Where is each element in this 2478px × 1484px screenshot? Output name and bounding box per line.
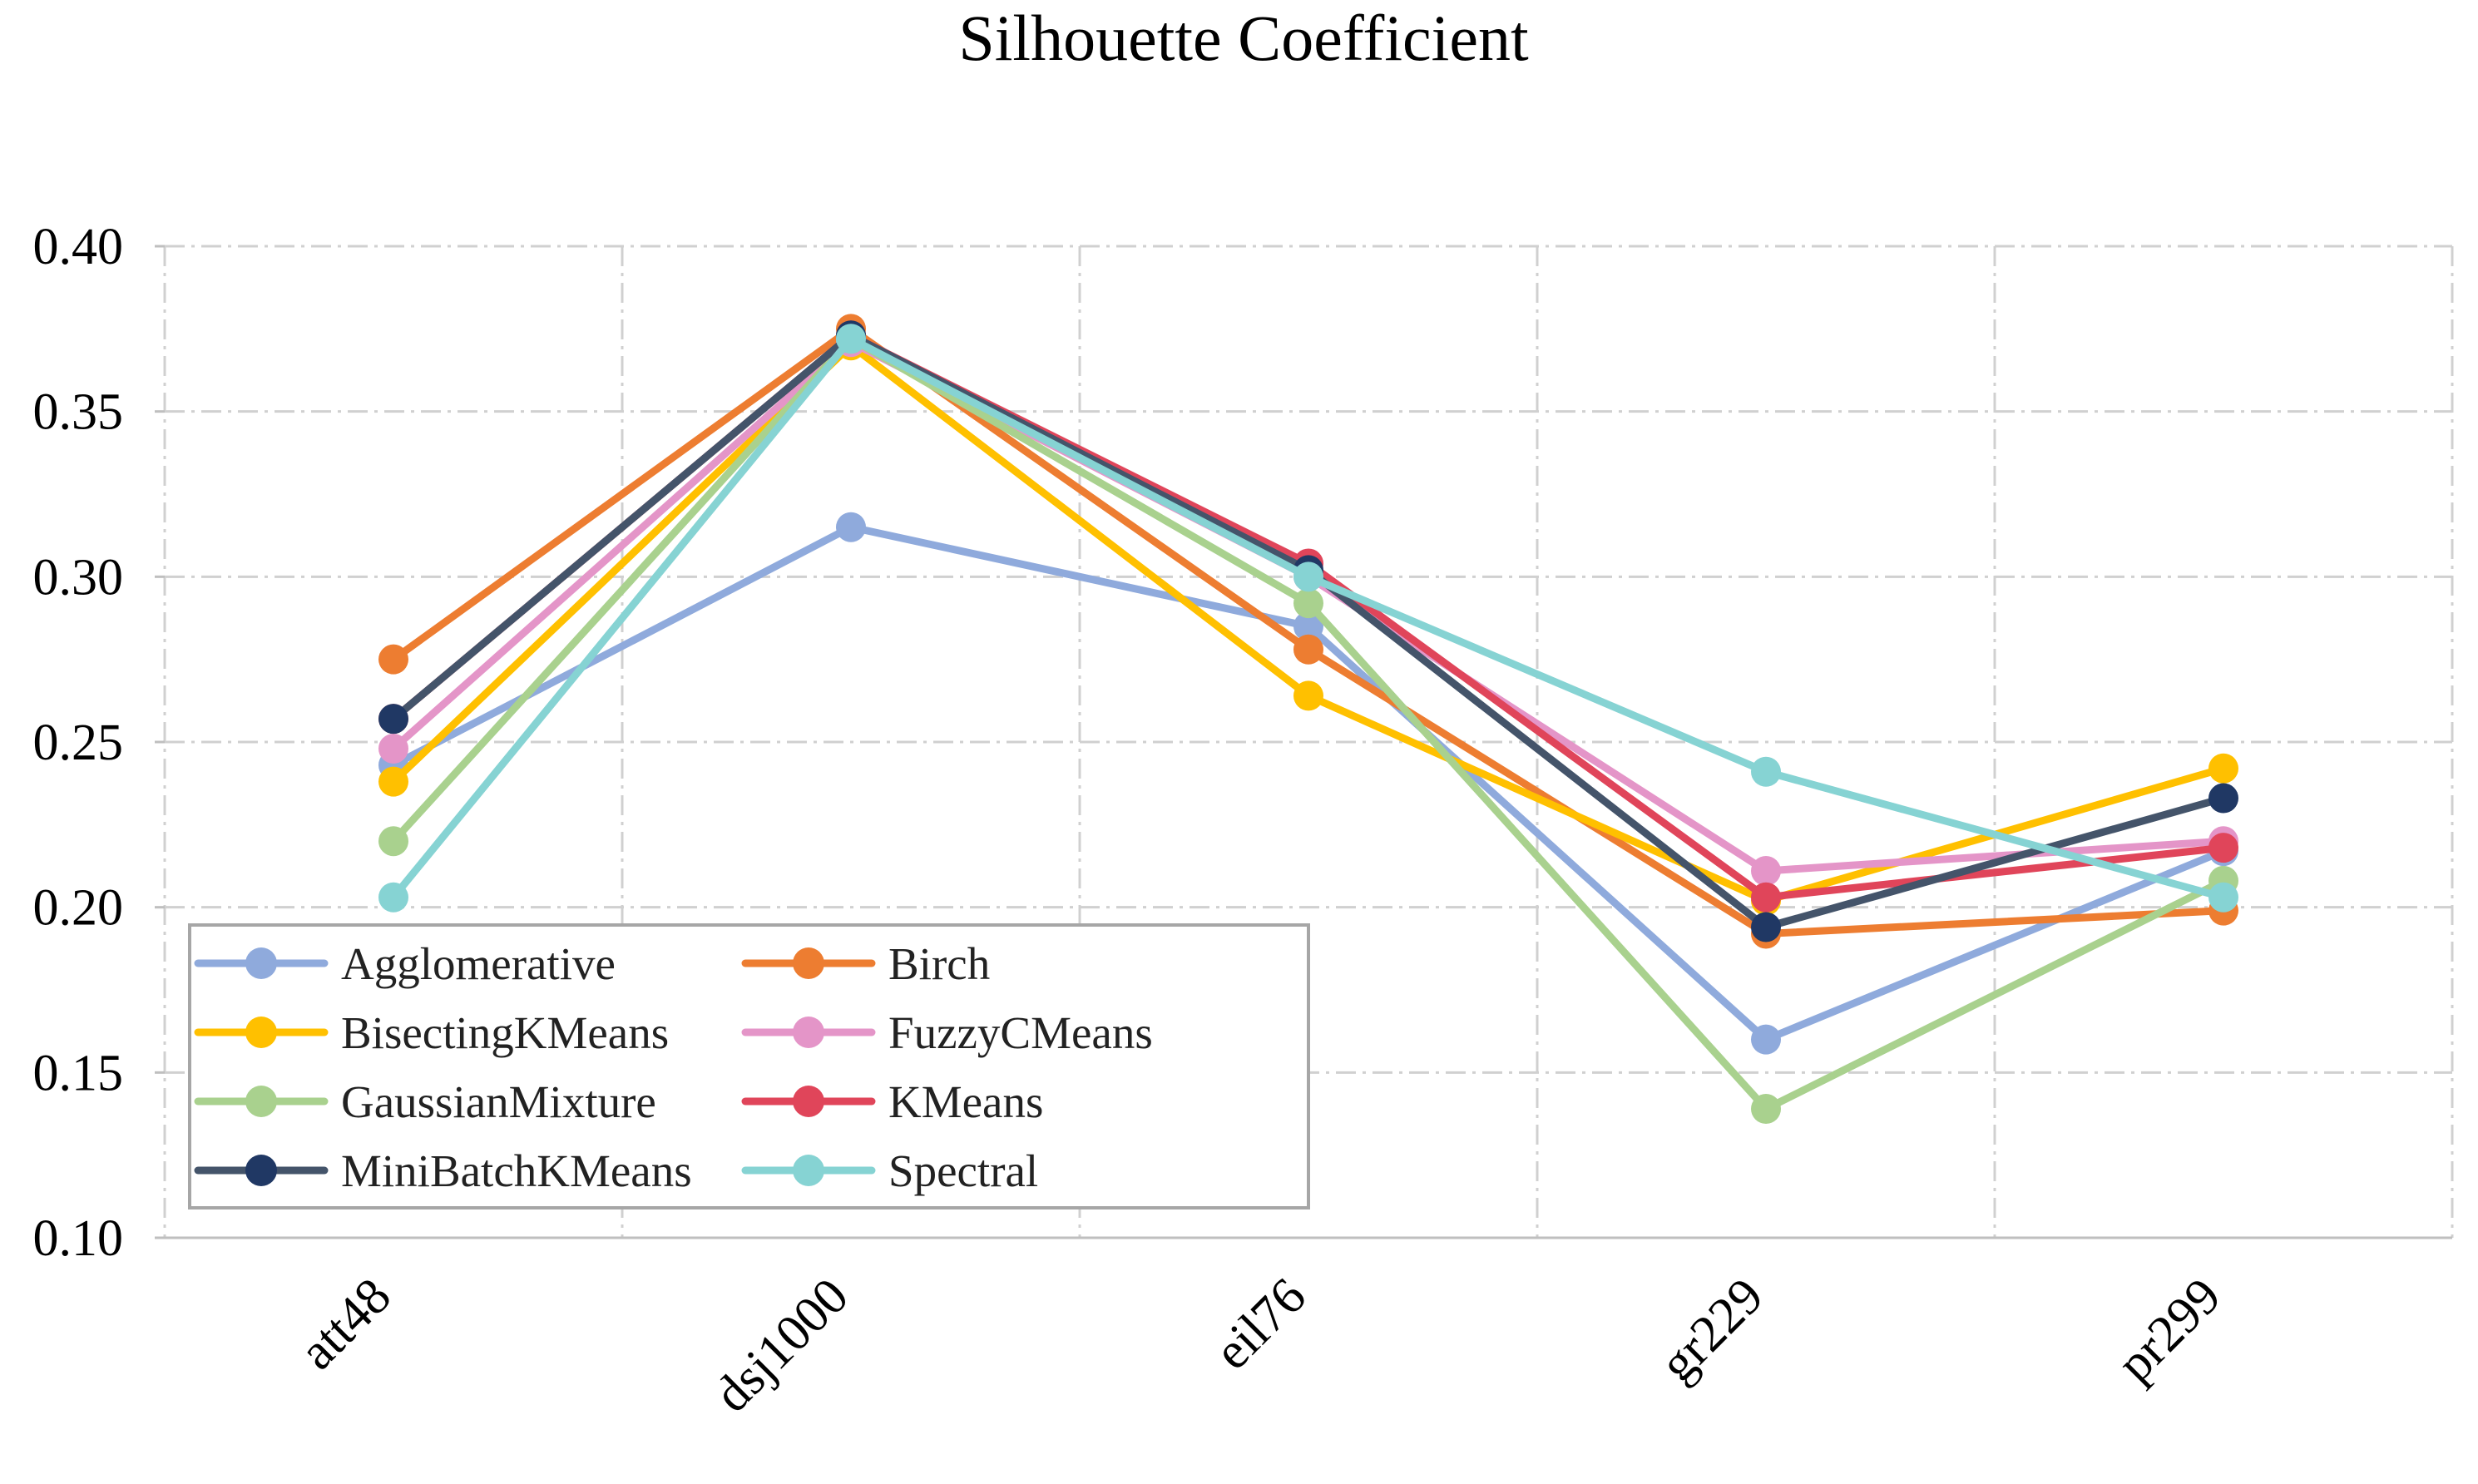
data-point — [378, 826, 408, 857]
data-point — [1293, 588, 1323, 619]
y-tick-label: 0.30 — [33, 549, 124, 606]
legend-swatch-marker — [245, 947, 277, 979]
data-point — [1751, 912, 1781, 942]
data-point — [1751, 1024, 1781, 1055]
data-point — [378, 766, 408, 797]
data-point — [2208, 783, 2238, 814]
legend-label: KMeans — [888, 1076, 1043, 1127]
data-point — [378, 704, 408, 735]
data-point — [378, 644, 408, 675]
x-tick-label: att48 — [289, 1268, 402, 1381]
y-tick-label: 0.10 — [33, 1210, 124, 1267]
legend-swatch-marker — [245, 1086, 277, 1117]
legend: Agglomerative Birch BisectingKMeans FuzzyCM… — [188, 923, 1310, 1209]
legend-label: GaussianMixture — [341, 1076, 656, 1127]
x-tick-label: dsj1000 — [704, 1268, 859, 1423]
series-group — [378, 324, 2238, 913]
data-point — [1751, 855, 1781, 886]
legend-label: FuzzyCMeans — [888, 1007, 1153, 1058]
y-tick-label: 0.25 — [33, 715, 124, 771]
legend-item: FuzzyCMeans — [741, 1007, 1153, 1058]
data-point — [1293, 634, 1323, 665]
data-point — [2208, 833, 2238, 863]
legend-label: BisectingKMeans — [341, 1007, 669, 1058]
legend-box — [188, 923, 1310, 1209]
y-tick-label: 0.35 — [33, 384, 124, 441]
y-tick-label: 0.15 — [33, 1045, 124, 1101]
data-point — [378, 882, 408, 913]
x-tick-label: eil76 — [1204, 1268, 1317, 1381]
data-point — [836, 512, 866, 542]
legend-item: GaussianMixture — [194, 1076, 656, 1127]
legend-label: Birch — [888, 938, 990, 989]
data-point — [2208, 753, 2238, 784]
y-tick-label: 0.20 — [33, 880, 124, 937]
data-point — [2208, 882, 2238, 913]
data-point — [1751, 882, 1781, 913]
data-point — [1293, 611, 1323, 641]
data-point — [836, 324, 866, 354]
legend-swatch-marker — [793, 947, 824, 979]
series-group — [378, 512, 2238, 1055]
x-tick-label: pr299 — [2107, 1268, 2232, 1392]
data-point — [1293, 561, 1323, 592]
legend-item: BisectingKMeans — [194, 1007, 669, 1058]
data-point — [378, 733, 408, 764]
legend-label: Agglomerative — [341, 938, 616, 989]
data-point — [1751, 1094, 1781, 1125]
x-tick-label: gr229 — [1650, 1268, 1774, 1392]
axes: 0.10 0.15 0.20 0.25 0.30 0.35 0.40 att48 dsj1000… — [33, 219, 2452, 1423]
legend-label: MiniBatchKMeans — [341, 1145, 692, 1196]
legend-swatch-marker — [245, 1155, 277, 1186]
legend-swatch-marker — [793, 1155, 824, 1186]
legend-item: Agglomerative — [194, 938, 616, 989]
legend-label: Spectral — [888, 1145, 1038, 1196]
legend-swatch-marker — [793, 1086, 824, 1117]
legend-swatch-marker — [245, 1017, 277, 1048]
series-lines — [378, 314, 2238, 1125]
legend-item: KMeans — [741, 1076, 1043, 1127]
y-tick-label: 0.40 — [33, 219, 124, 275]
data-point — [1751, 756, 1781, 787]
data-point — [1293, 680, 1323, 711]
legend-item: Spectral — [741, 1145, 1038, 1196]
legend-swatch-marker — [793, 1017, 824, 1048]
legend-item: Birch — [741, 938, 990, 989]
legend-item: MiniBatchKMeans — [194, 1145, 692, 1196]
chart-title: Silhouette Coefficient — [958, 2, 1529, 74]
